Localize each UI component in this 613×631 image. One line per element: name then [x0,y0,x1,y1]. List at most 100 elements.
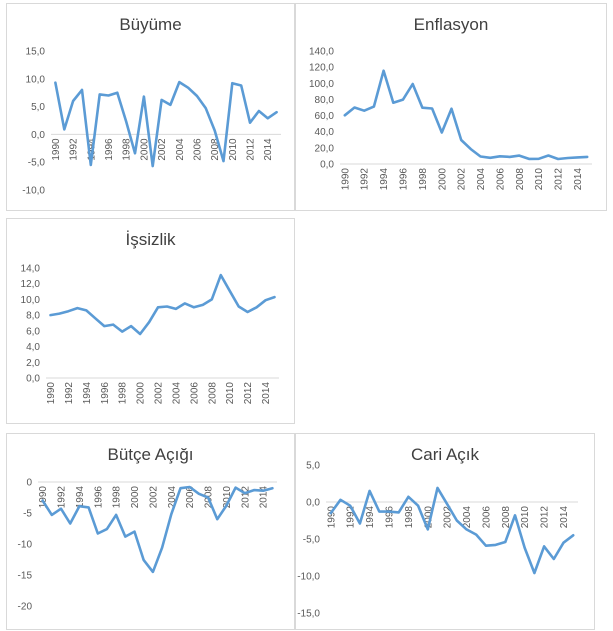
chart-svg-enflasyon: 140,0 120,0 100,0 80,0 60,0 40,0 20,0 0,0 1990 19… [309,47,592,191]
x-tick-label: 1996 [399,168,410,191]
x-tick-label: 1990 [46,382,57,405]
y-tick-label: 2,0 [26,358,40,369]
x-tick-label: 2004 [462,506,473,529]
x-tick-label: 2004 [167,486,178,509]
y-tick-label: 140,0 [309,47,334,58]
chart-panel-issizlik: İşsizlik 14,0 12,0 10,0 8,0 6,0 4,0 2,0 0,0 1990… [6,218,295,424]
x-tick-label: 2014 [263,138,274,161]
y-tick-label: -10,0 [297,572,320,583]
y-tick-label: -15,0 [297,609,320,620]
chart-panel-enflasyon: Enflasyon 140,0 120,0 100,0 80,0 60,0 40,0 20,… [295,3,607,211]
x-tick-label: 2000 [423,506,434,529]
chart-title-cari: Cari Açık [410,445,480,464]
y-tick-label: 12,0 [21,279,41,290]
y-tick-label: 0 [26,478,32,489]
y-tick-label: 10,0 [21,295,41,306]
y-tick-label: 8,0 [26,311,40,322]
x-tick-label: 2006 [185,486,196,509]
y-tick-label: 80,0 [315,95,335,106]
x-tick-label: 2004 [171,382,182,405]
y-tick-label: 14,0 [21,264,41,275]
x-tick-label: 2012 [240,486,251,509]
y-tick-label: 6,0 [26,326,40,337]
x-tick-label: 2002 [457,168,468,191]
x-tick-label: 2008 [501,506,512,529]
y-tick-label: 100,0 [309,79,334,90]
y-tick-label: 20,0 [315,143,335,154]
series-line [49,273,276,336]
x-tick-label: 1992 [360,168,371,191]
x-tick-label: 2006 [189,382,200,405]
chart-panel-buyume: Büyüme 15,0 10,0 5,0 0,0 -5,0 -10,0 1990 1992 19… [6,3,295,211]
chart-title-enflasyon: Enflasyon [413,15,489,34]
chart-svg-cari: 5,0 0,0 -5,0 -10,0 -15,0 1990 1992 1994 1996 1998… [297,461,578,620]
x-tick-label: 2012 [243,382,254,405]
x-tick-label: 2014 [559,506,570,529]
chart-svg-butce: 0 -5 -10 -15 -20 1990 1992 1994 1996 1998 2000 2002… [18,478,277,613]
x-tick-label: 2012 [554,168,565,191]
x-tick-label: 1998 [118,382,129,405]
x-tick-label: 2014 [261,382,272,405]
x-tick-label: 2002 [443,506,454,529]
series-line [41,485,274,574]
x-tick-label: 1998 [418,168,429,191]
x-tick-label: 1994 [379,168,390,191]
x-tick-label: 1990 [340,168,351,191]
y-tick-label: 0,0 [306,498,320,509]
x-tick-label: 2002 [148,486,159,509]
x-tick-label: 2000 [139,138,150,161]
chart-title-buyume: Büyüme [119,15,182,34]
x-tick-label: 2000 [437,168,448,191]
x-tick-label: 1996 [104,138,115,161]
y-tick-label: 0,0 [26,374,40,385]
x-tick-label: 1994 [365,506,376,529]
y-tick-label: -10,0 [22,186,45,197]
x-tick-label: 2006 [481,506,492,529]
x-tick-label: 1992 [69,138,80,161]
x-tick-label: 1992 [64,382,75,405]
series-line [54,80,278,168]
x-tick-label: 2014 [259,486,270,509]
x-tick-label: 1998 [112,486,123,509]
y-tick-label: 120,0 [309,63,334,74]
y-tick-label: 15,0 [26,47,46,58]
x-tick-label: 2010 [534,168,545,191]
series-line [329,486,575,575]
x-tick-label: 2008 [207,382,218,405]
x-tick-label: 2008 [210,138,221,161]
y-tick-label: 4,0 [26,342,40,353]
x-tick-label: 2000 [136,382,147,405]
chart-panel-cari: Cari Açık 5,0 0,0 -5,0 -10,0 -15,0 1990 1992 19… [295,433,595,630]
y-tick-label: -15 [18,571,33,582]
x-tick-label: 2012 [540,506,551,529]
x-tick-label: 1990 [326,506,337,529]
x-tick-label: 1998 [122,138,133,161]
x-tick-label: 1998 [404,506,415,529]
x-tick-label: 2004 [175,138,186,161]
chart-title-issizlik: İşsizlik [125,230,176,249]
x-tick-label: 1992 [56,486,67,509]
series-line [343,69,589,161]
x-tick-label: 2008 [515,168,526,191]
x-tick-label: 2002 [157,138,168,161]
x-tick-label: 1992 [346,506,357,529]
y-tick-label: 60,0 [315,111,335,122]
x-tick-label: 1996 [385,506,396,529]
y-tick-label: 10,0 [26,74,46,85]
x-tick-label: 2010 [520,506,531,529]
y-tick-label: 5,0 [306,461,320,472]
y-tick-label: 40,0 [315,127,335,138]
x-tick-label: 2010 [225,382,236,405]
y-tick-label: -5 [23,509,32,520]
x-tick-label: 2002 [154,382,165,405]
x-tick-label: 1994 [82,382,93,405]
y-tick-label: 0,0 [320,160,334,171]
chart-panel-butce: Bütçe Açığı 0 -5 -10 -15 -20 1990 1992 1994 1996… [6,433,295,630]
y-tick-label: -20 [18,602,33,613]
x-tick-label: 1994 [75,486,86,509]
x-tick-label: 2004 [476,168,487,191]
x-tick-label: 1990 [38,486,49,509]
y-tick-label: 0,0 [31,130,45,141]
x-tick-label: 2010 [228,138,239,161]
